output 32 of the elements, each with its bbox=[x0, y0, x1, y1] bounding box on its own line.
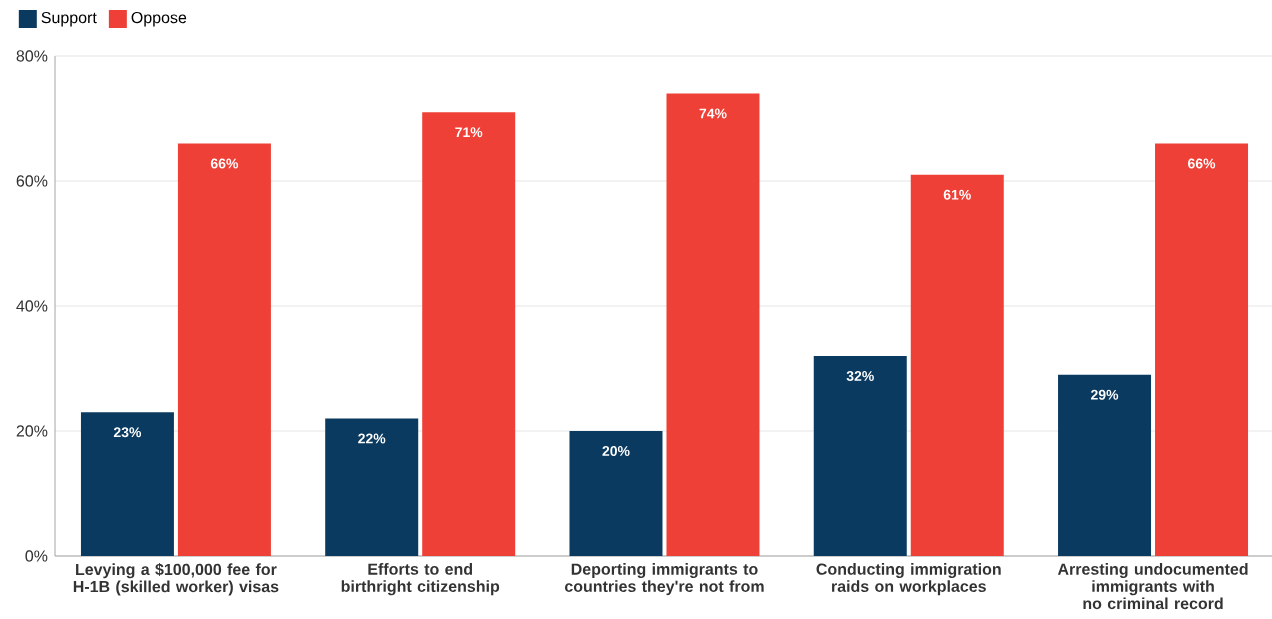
data-label: 74% bbox=[699, 108, 727, 119]
data-label: 20% bbox=[602, 446, 630, 456]
data-label: 61% bbox=[943, 189, 971, 200]
bar bbox=[422, 112, 516, 556]
bar bbox=[813, 355, 907, 556]
bar bbox=[325, 418, 419, 556]
bar bbox=[1058, 374, 1152, 556]
data-label: 29% bbox=[1091, 389, 1119, 400]
data-label: 32% bbox=[846, 371, 874, 381]
x-tick-label: Arresting undocumented immigrants with no criminal record bbox=[1057, 563, 1248, 610]
x-tick-label: Deporting immigrants to countries they're not from bbox=[564, 563, 764, 596]
data-label: 71% bbox=[455, 127, 483, 138]
y-tick-label: 40% bbox=[16, 300, 48, 312]
data-label: 66% bbox=[1188, 158, 1216, 169]
data-label: 23% bbox=[113, 427, 142, 438]
legend-label: Oppose bbox=[131, 11, 187, 27]
x-tick-label: Efforts to end birthright citizenship bbox=[341, 563, 500, 596]
bar bbox=[910, 174, 1004, 556]
legend-label: Support bbox=[41, 11, 97, 27]
y-tick-label: 20% bbox=[16, 425, 48, 437]
data-label: 66% bbox=[210, 158, 239, 169]
y-tick-label: 80% bbox=[16, 50, 48, 62]
bar bbox=[177, 143, 271, 556]
y-tick-label: 60% bbox=[16, 175, 48, 187]
bar bbox=[666, 93, 760, 556]
x-tick-label: Conducting immigration raids on workplaces bbox=[816, 563, 1001, 596]
bar bbox=[80, 412, 174, 556]
bar bbox=[1155, 143, 1249, 556]
y-tick-label: 0% bbox=[25, 550, 48, 562]
data-label: 22% bbox=[358, 433, 386, 444]
x-tick-label: Levying a $100,000 fee for H-1B (skilled worker) visas bbox=[73, 563, 279, 596]
bar bbox=[569, 430, 663, 556]
